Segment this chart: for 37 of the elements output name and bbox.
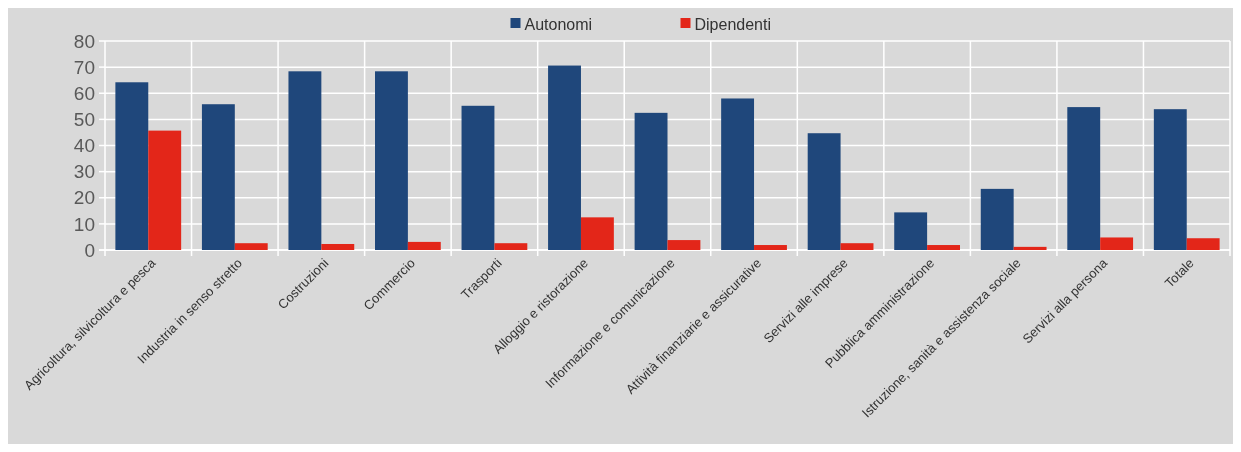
y-tick-label: 60 bbox=[73, 82, 95, 104]
y-tick-label: 70 bbox=[73, 56, 95, 78]
bar bbox=[321, 243, 355, 250]
bar bbox=[667, 240, 701, 250]
bar bbox=[980, 188, 1014, 250]
bar bbox=[840, 243, 874, 250]
bar bbox=[1186, 238, 1220, 250]
y-tick-label: 80 bbox=[73, 30, 95, 52]
bar bbox=[375, 71, 408, 250]
bar bbox=[201, 104, 235, 250]
y-tick-label: 10 bbox=[73, 213, 95, 235]
bar bbox=[1100, 237, 1134, 250]
bar bbox=[461, 105, 495, 250]
bar bbox=[894, 212, 928, 250]
bar bbox=[1153, 109, 1187, 250]
y-tick-label: 40 bbox=[73, 135, 95, 157]
y-tick-label: 50 bbox=[73, 109, 95, 131]
bar bbox=[927, 245, 960, 250]
legend-label: Autonomi bbox=[524, 15, 593, 33]
bar bbox=[721, 98, 755, 250]
bar bbox=[148, 130, 182, 250]
y-tick-label: 30 bbox=[73, 161, 95, 183]
bar bbox=[288, 71, 322, 250]
y-tick-label: 20 bbox=[73, 187, 95, 209]
bar bbox=[1013, 246, 1047, 250]
bar bbox=[580, 217, 614, 250]
bar bbox=[115, 82, 149, 250]
bar bbox=[754, 245, 787, 250]
legend-label: Dipendenti bbox=[694, 15, 771, 33]
bar bbox=[407, 241, 441, 250]
bar bbox=[548, 65, 581, 250]
y-tick-label: 0 bbox=[84, 239, 95, 261]
bar bbox=[634, 112, 668, 250]
bar bbox=[1067, 107, 1101, 250]
bar bbox=[234, 243, 268, 250]
bar bbox=[494, 243, 528, 250]
bar bbox=[807, 133, 841, 250]
